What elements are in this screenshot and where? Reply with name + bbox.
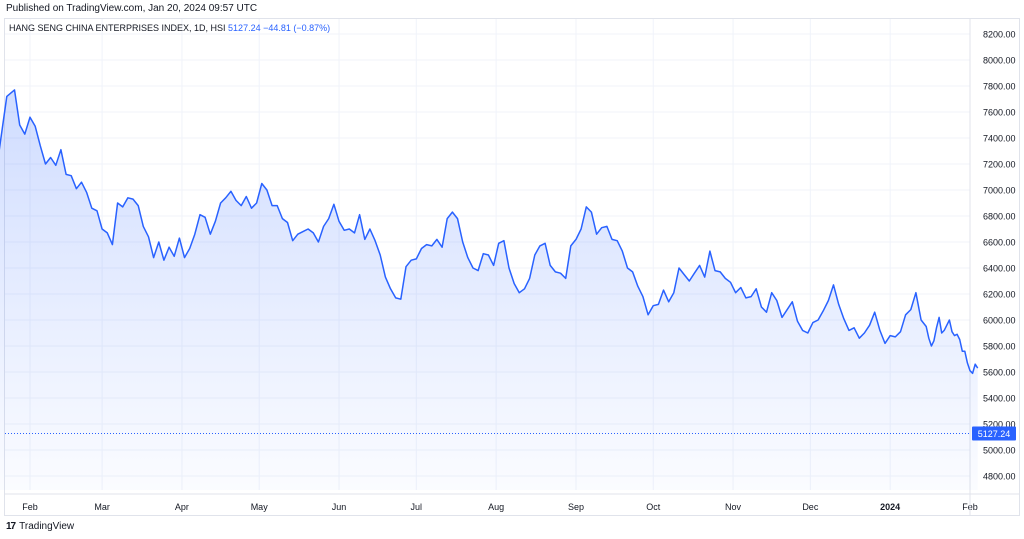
y-tick-label: 4800.00 [983, 472, 1016, 482]
y-tick-label: 6400.00 [983, 264, 1016, 274]
y-tick-label: 7000.00 [983, 186, 1016, 196]
x-tick-label: 2024 [880, 502, 900, 512]
y-tick-label: 6200.00 [983, 290, 1016, 300]
x-tick-label: Feb [22, 502, 38, 512]
y-tick-label: 8200.00 [983, 30, 1016, 40]
y-tick-label: 7800.00 [983, 82, 1016, 92]
x-tick-label: Nov [725, 502, 742, 512]
y-tick-label: 6600.00 [983, 238, 1016, 248]
y-tick-label: 5000.00 [983, 446, 1016, 456]
symbol-quote: 5127.24 −44.81 (−0.87%) [226, 23, 331, 33]
x-tick-label: Aug [488, 502, 504, 512]
y-tick-label: 5400.00 [983, 394, 1016, 404]
symbol-name: HANG SENG CHINA ENTERPRISES INDEX, 1D, H… [9, 23, 226, 33]
last-price-badge [972, 426, 1016, 441]
y-tick-label: 7200.00 [983, 160, 1016, 170]
symbol-legend: HANG SENG CHINA ENTERPRISES INDEX, 1D, H… [9, 23, 330, 33]
footer-brand[interactable]: 17 TradingView [6, 521, 74, 532]
y-tick-label: 8000.00 [983, 56, 1016, 66]
y-tick-label: 7600.00 [983, 108, 1016, 118]
y-tick-label: 5800.00 [983, 342, 1016, 352]
x-tick-label: Jun [332, 502, 347, 512]
y-tick-label: 6000.00 [983, 316, 1016, 326]
y-tick-label: 7400.00 [983, 134, 1016, 144]
tradingview-logo-icon: 17 [6, 521, 16, 532]
x-tick-label: Dec [802, 502, 819, 512]
x-tick-label: Apr [175, 502, 189, 512]
x-tick-label: Mar [94, 502, 110, 512]
published-note: Published on TradingView.com, Jan 20, 20… [6, 3, 258, 14]
series-area [0, 89, 978, 490]
y-tick-label: 5200.00 [983, 420, 1016, 430]
x-tick-label: May [251, 502, 269, 512]
brand-name: TradingView [19, 521, 75, 532]
last-price-label: 5127.24 [978, 429, 1011, 439]
x-tick-label: Sep [568, 502, 584, 512]
x-tick-label: Oct [646, 502, 661, 512]
y-tick-label: 5600.00 [983, 368, 1016, 378]
y-tick-label: 6800.00 [983, 212, 1016, 222]
x-tick-label: Jul [411, 502, 423, 512]
series-line [0, 89, 979, 375]
